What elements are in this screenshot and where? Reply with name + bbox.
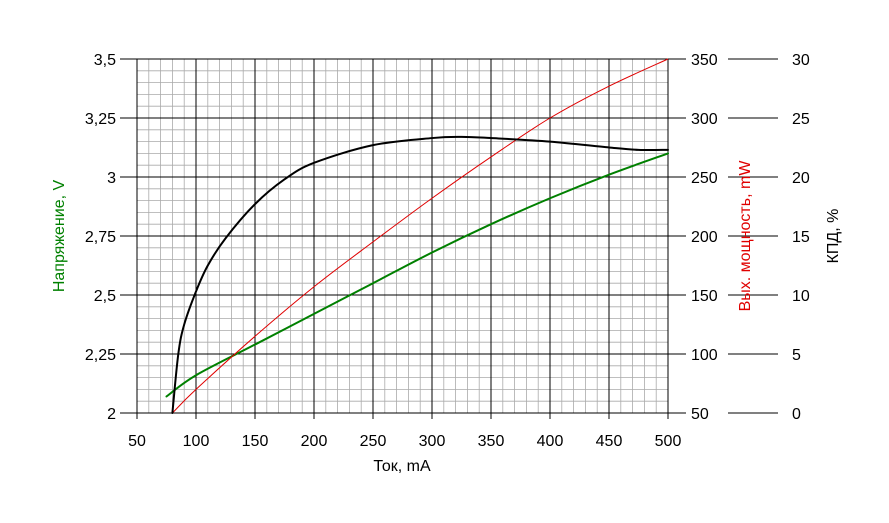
power-axis-tick-label: 100 — [691, 347, 718, 364]
power-axis-tick-label: 150 — [691, 288, 718, 305]
x-axis-tick-label: 350 — [478, 433, 505, 450]
x-axis-tick-label: 250 — [360, 433, 387, 450]
grid-major — [136, 58, 669, 414]
voltage-series-line — [165, 152, 669, 398]
efficiency-axis-tick-label: 15 — [792, 229, 810, 246]
left-axis-label: Напряжение, V — [51, 180, 68, 293]
left-axis-tick-label: 2,5 — [94, 288, 116, 305]
x-axis-tick-label: 300 — [419, 433, 446, 450]
efficiency-axis-tick-label: 0 — [792, 406, 801, 423]
efficiency-axis-tick-label: 30 — [792, 52, 810, 69]
power-axis-tick-label: 250 — [691, 170, 718, 187]
left-axis-tick-label: 2,25 — [85, 347, 116, 364]
power-axis-tick-label: 300 — [691, 111, 718, 128]
power-axis-tick-label: 50 — [691, 406, 709, 423]
left-axis-tick-label: 2 — [107, 406, 116, 423]
right-axis-label-efficiency: КПД, % — [825, 209, 842, 264]
x-axis-tick-label: 150 — [242, 433, 269, 450]
efficiency-axis-tick-label: 25 — [792, 111, 810, 128]
left-axis-tick-label: 3,25 — [85, 111, 116, 128]
left-axis-tick-label: 3,5 — [94, 52, 116, 69]
efficiency-axis-tick-label: 20 — [792, 170, 810, 187]
power-series-line — [171, 58, 669, 414]
x-axis-tick-label: 500 — [655, 433, 682, 450]
x-axis-label: Ток, mA — [373, 458, 431, 475]
efficiency-series-line — [171, 135, 669, 414]
x-axis-tick-label: 100 — [183, 433, 210, 450]
x-axis-tick-label: 50 — [128, 433, 146, 450]
efficiency-axis-tick-label: 10 — [792, 288, 810, 305]
x-axis-tick-label: 400 — [537, 433, 564, 450]
left-axis-tick-label: 3 — [107, 170, 116, 187]
left-axis-tick-label: 2,75 — [85, 229, 116, 246]
x-axis-tick-label: 450 — [596, 433, 623, 450]
power-axis-tick-label: 350 — [691, 52, 718, 69]
right-axis-label-power: Вых. мощность, mW — [737, 160, 754, 312]
x-axis-tick-label: 200 — [301, 433, 328, 450]
power-axis-tick-label: 200 — [691, 229, 718, 246]
efficiency-axis-tick-label: 5 — [792, 347, 801, 364]
series-layer — [165, 58, 669, 414]
